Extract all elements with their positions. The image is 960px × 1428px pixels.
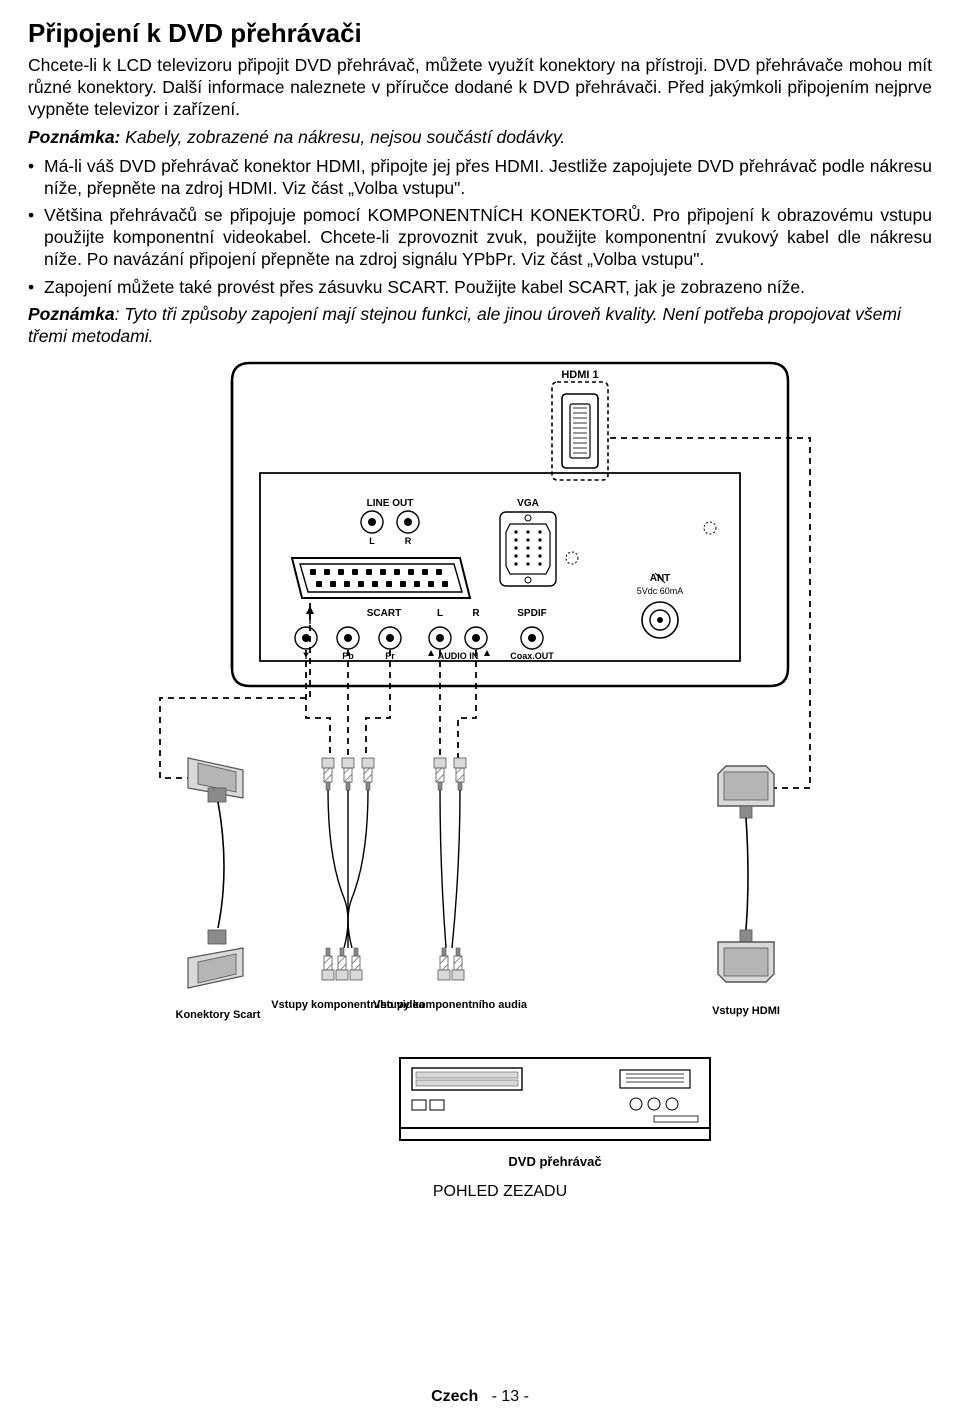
- rca-plugs-audio: [434, 758, 466, 790]
- svg-text:Coax.OUT: Coax.OUT: [510, 651, 554, 661]
- svg-text:HDMI 1: HDMI 1: [561, 369, 598, 381]
- svg-text:VGA: VGA: [517, 498, 539, 509]
- hdmi-port: HDMI 1: [552, 369, 608, 480]
- label-hdmi-cable: Vstupy HDMI: [712, 1005, 780, 1017]
- cable-routes: [160, 438, 810, 788]
- rca-plugs-video: [322, 758, 374, 790]
- scart-plug-top: [188, 758, 243, 802]
- bullet-list: Má-li váš DVD přehrávač konektor HDMI, p…: [28, 155, 932, 298]
- audio-spdif-ports: L R SPDIF: [437, 608, 547, 619]
- label-scart-cable: Konektory Scart: [176, 1009, 261, 1021]
- page-title: Připojení k DVD přehrávači: [28, 18, 932, 49]
- list-item: Má-li váš DVD přehrávač konektor HDMI, p…: [28, 155, 932, 199]
- svg-text:AUDIO IN: AUDIO IN: [438, 651, 479, 661]
- list-item: Zapojení můžete také provést přes zásuvk…: [28, 276, 932, 298]
- hdmi-plug-top: [718, 766, 774, 818]
- connection-diagram: HDMI 1 LINE OUT L R VGA: [28, 358, 932, 1208]
- rca-plugs-audio-bottom: [438, 948, 464, 980]
- svg-text:5Vdc 60mA: 5Vdc 60mA: [637, 586, 684, 596]
- scart-plug-bottom: [188, 930, 243, 988]
- label-dvd-player: DVD přehrávač: [508, 1154, 601, 1169]
- line-out-ports: LINE OUT L R: [361, 498, 419, 546]
- hdmi-plug-bottom: [718, 930, 774, 982]
- intro-paragraph: Chcete-li k LCD televizoru připojit DVD …: [28, 55, 932, 121]
- note-2: Poznámka: Tyto tři způsoby zapojení mají…: [28, 304, 932, 348]
- label-comp-audio: Vstupy komponentního audia: [373, 999, 528, 1011]
- note-2-label: Poznámka: [28, 304, 115, 324]
- svg-text:SPDIF: SPDIF: [517, 608, 546, 619]
- svg-text:R: R: [405, 536, 412, 546]
- svg-text:SCART: SCART: [367, 608, 401, 619]
- note-2-text: : Tyto tři způsoby zapojení mají stejnou…: [28, 304, 901, 346]
- svg-text:L: L: [437, 608, 443, 619]
- vga-port: VGA: [500, 498, 556, 586]
- dvd-player: [400, 1058, 710, 1140]
- component-row: Y Pb Pr AUDIO IN Coax.OUT: [295, 627, 554, 661]
- svg-text:LINE OUT: LINE OUT: [367, 498, 414, 509]
- page-footer: Czech - 13 -: [0, 1388, 960, 1406]
- diagram-svg: HDMI 1 LINE OUT L R VGA: [100, 358, 860, 1208]
- note-1: Poznámka: Kabely, zobrazené na nákresu, …: [28, 127, 932, 149]
- svg-text:R: R: [472, 608, 480, 619]
- list-item: Většina přehrávačů se připojuje pomocí K…: [28, 204, 932, 271]
- footer-language: Czech: [431, 1388, 478, 1405]
- scart-port: SCART: [292, 558, 470, 624]
- cable-bodies: [328, 790, 460, 948]
- footer-page-number: - 13 -: [492, 1388, 529, 1405]
- note-1-label: Poznámka:: [28, 127, 120, 147]
- label-rear-view: POHLED ZEZADU: [433, 1183, 567, 1200]
- antenna-port: ANT 5Vdc 60mA: [637, 573, 684, 638]
- note-1-text: Kabely, zobrazené na nákresu, nejsou sou…: [120, 127, 565, 147]
- svg-text:L: L: [369, 536, 375, 546]
- rca-plugs-video-bottom: [322, 948, 362, 980]
